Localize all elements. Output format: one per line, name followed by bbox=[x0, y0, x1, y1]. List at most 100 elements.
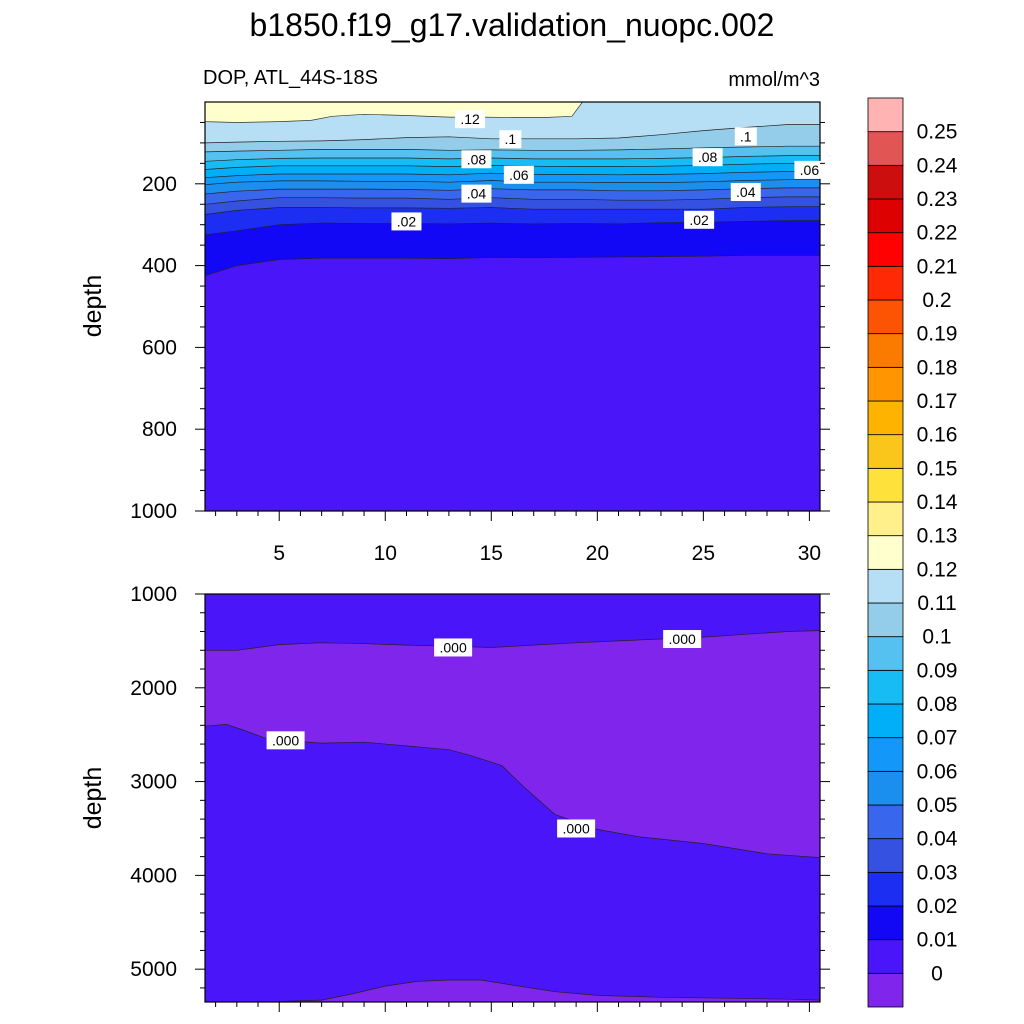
lower-y-tick-label: 5000 bbox=[130, 958, 177, 981]
colorbar-label: 0.24 bbox=[917, 154, 958, 177]
upper-x-tick-label: 10 bbox=[374, 542, 397, 565]
colorbar-box bbox=[867, 770, 904, 806]
lower-contour-panel: .000 .000 .000 .000 1000 2000 3000 4000 5000 bbox=[130, 583, 830, 1012]
upper-contour-panel: .12 .1 .1 .08 .08 .06 .06 .04 .04 .02 .02 200 400 600… bbox=[130, 101, 830, 565]
svg-text:.12: .12 bbox=[460, 111, 480, 127]
isoline-0.04 bbox=[205, 196, 820, 205]
svg-text:.000: .000 bbox=[562, 820, 589, 836]
upper-y-tick-label: 600 bbox=[142, 336, 177, 359]
upper-x-tick-label: 30 bbox=[798, 542, 821, 565]
colorbar-label: 0.22 bbox=[917, 222, 958, 245]
colorbar-label: 0.11 bbox=[917, 592, 956, 615]
colorbar-box bbox=[867, 232, 904, 267]
svg-text:.08: .08 bbox=[698, 149, 718, 165]
colorbar-box bbox=[867, 97, 904, 133]
colorbar-box bbox=[867, 905, 904, 941]
colorbar-box bbox=[867, 333, 904, 368]
band-below-0 bbox=[205, 630, 820, 858]
colorbar-box bbox=[867, 299, 904, 335]
colorbar-label: 0.18 bbox=[917, 356, 958, 379]
colorbar-label: 0.09 bbox=[917, 659, 958, 682]
upper-x-tick-label: 5 bbox=[273, 542, 285, 565]
isoline-0 bbox=[205, 724, 820, 858]
colorbar-label: 0.1 bbox=[922, 626, 951, 649]
svg-text:.08: .08 bbox=[467, 151, 487, 167]
svg-text:.000: .000 bbox=[439, 639, 466, 655]
colorbar-label: 0.07 bbox=[917, 727, 958, 750]
upper-y-tick-label: 200 bbox=[142, 173, 177, 196]
lower-y-axis-label: depth bbox=[79, 767, 107, 830]
svg-text:.02: .02 bbox=[689, 212, 709, 228]
colorbar-legend: 0 0.01 0.02 0.03 0.04 0.05 0.06 0.07 0.08 0.09 0.1… bbox=[867, 97, 958, 1008]
contour-label: .12 bbox=[455, 110, 486, 129]
colorbar-label: 0.08 bbox=[917, 693, 958, 716]
upper-y-tick-label: 1000 bbox=[130, 500, 177, 523]
upper-y-axis-label: depth bbox=[79, 275, 107, 338]
colorbar-box bbox=[867, 939, 904, 974]
colorbar-label: 0.03 bbox=[917, 861, 958, 884]
colorbar-box bbox=[867, 838, 904, 873]
contour-label: .000 bbox=[557, 819, 596, 838]
upper-x-tick-label: 15 bbox=[480, 542, 503, 565]
isoline-0.1 bbox=[205, 145, 820, 153]
contour-label: .04 bbox=[461, 184, 492, 203]
colorbar-label: 0.05 bbox=[917, 794, 958, 817]
lower-y-tick-label: 1000 bbox=[130, 583, 177, 606]
isoline-0.05 bbox=[205, 187, 820, 195]
colorbar-box bbox=[867, 636, 904, 671]
isoline-0 bbox=[279, 979, 820, 1002]
colorbar-box bbox=[867, 703, 904, 739]
contour-label: .000 bbox=[266, 731, 305, 750]
contour-label: .000 bbox=[663, 630, 702, 649]
colorbar-label: 0.14 bbox=[917, 491, 958, 514]
contour-label: .06 bbox=[794, 160, 825, 179]
upper-panel-units-label: mmol/m^3 bbox=[728, 69, 820, 91]
colorbar-box bbox=[867, 972, 904, 1008]
upper-panel-left-label: DOP, ATL_44S-18S bbox=[203, 67, 378, 89]
lower-y-tick-label: 2000 bbox=[130, 677, 177, 700]
colorbar-label: 0.04 bbox=[917, 828, 958, 851]
svg-text:.04: .04 bbox=[736, 184, 756, 200]
contour-label: .02 bbox=[391, 212, 422, 231]
lower-y-tick-label: 4000 bbox=[130, 864, 177, 887]
contour-label: .1 bbox=[499, 130, 522, 149]
colorbar-label: 0.01 bbox=[917, 929, 958, 952]
contour-label: .08 bbox=[461, 150, 492, 169]
contour-label: .04 bbox=[730, 182, 761, 201]
isoline-0 bbox=[205, 630, 820, 651]
colorbar-label: 0.23 bbox=[917, 188, 958, 211]
colorbar-label: 0.12 bbox=[917, 558, 958, 581]
colorbar-box bbox=[867, 804, 904, 840]
upper-y-tick-label: 800 bbox=[142, 418, 177, 441]
isoline-0.02 bbox=[205, 220, 820, 236]
colorbar-box bbox=[867, 737, 904, 772]
upper-y-tick-label: 400 bbox=[142, 255, 177, 278]
colorbar-label: 0.02 bbox=[917, 895, 958, 918]
colorbar-label: 0.06 bbox=[917, 760, 958, 783]
upper-x-tick-label: 20 bbox=[586, 542, 609, 565]
isoline-0.01 bbox=[205, 255, 820, 277]
lower-y-tick-label: 3000 bbox=[130, 771, 177, 794]
svg-text:.000: .000 bbox=[669, 631, 696, 647]
svg-text:.02: .02 bbox=[397, 213, 417, 229]
isoline-0.08 bbox=[205, 162, 820, 170]
colorbar-label: 0.17 bbox=[917, 390, 958, 413]
contour-label: .08 bbox=[692, 148, 723, 167]
contour-label: .000 bbox=[434, 638, 473, 657]
colorbar-label: 0 bbox=[931, 962, 943, 985]
colorbar-label: 0.2 bbox=[922, 289, 951, 312]
isoline-0.03 bbox=[205, 206, 820, 215]
colorbar-box bbox=[867, 602, 904, 638]
colorbar-box bbox=[867, 669, 904, 705]
colorbar-box bbox=[867, 265, 904, 301]
svg-text:.06: .06 bbox=[800, 162, 820, 178]
figure-title: b1850.f19_g17.validation_nuopc.002 bbox=[250, 7, 775, 43]
colorbar-box bbox=[867, 535, 904, 570]
colorbar-box bbox=[867, 871, 904, 907]
svg-text:.06: .06 bbox=[509, 167, 529, 183]
colorbar-box bbox=[867, 467, 904, 503]
band-above-0.12 bbox=[205, 102, 583, 123]
svg-text:.1: .1 bbox=[740, 128, 752, 144]
colorbar-box bbox=[867, 198, 904, 234]
